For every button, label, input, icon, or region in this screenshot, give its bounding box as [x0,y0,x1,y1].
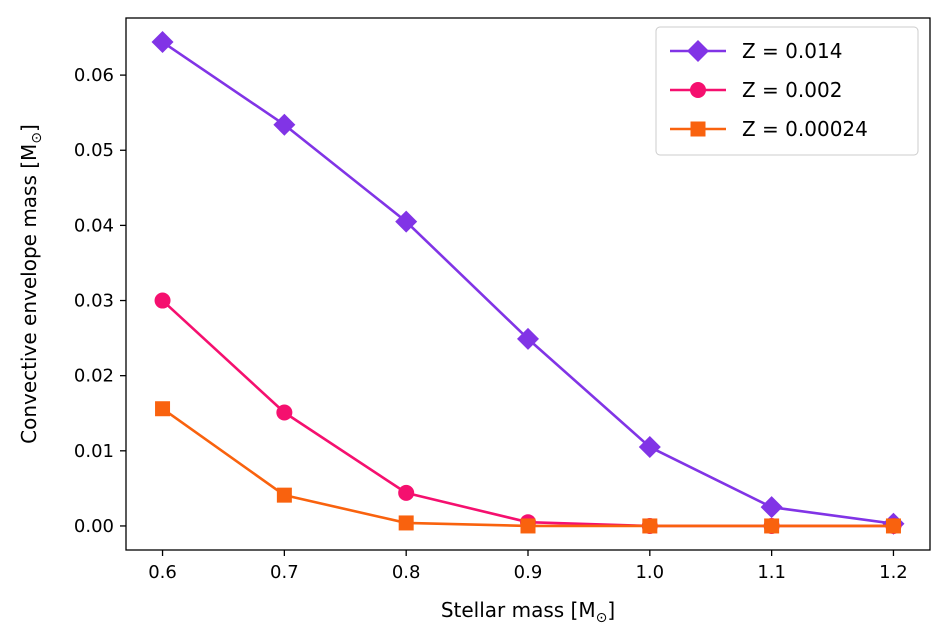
y-tick-label: 0.05 [74,140,114,161]
x-tick-label: 1.2 [879,562,908,583]
x-axis: 0.6 0.7 0.8 0.9 1.0 1.1 1.2 [148,550,908,583]
legend-marker [690,121,706,137]
data-point [760,496,783,519]
legend-label: Z = 0.002 [742,78,842,102]
data-point [398,484,415,501]
x-tick-label: 0.8 [392,562,421,583]
y-tick-label: 0.00 [74,516,114,537]
x-tick-label: 0.6 [148,562,177,583]
legend-frame [655,26,919,156]
data-point [276,487,292,503]
data-point [885,518,901,534]
x-tick-label: 1.0 [635,562,664,583]
data-point [276,404,293,421]
data-point [520,518,536,534]
data-point [155,401,171,417]
legend-entry: Z = 0.00024 [670,117,868,141]
data-point [638,436,661,459]
y-tick-label: 0.01 [74,441,114,462]
y-tick-label: 0.02 [74,366,114,387]
data-point [273,113,296,136]
y-axis: 0.00 0.01 0.02 0.03 0.04 0.05 0.06 [74,65,126,537]
x-axis-label: Stellar mass [M⊙] [441,598,615,626]
data-point [764,518,780,534]
y-tick-label: 0.04 [74,215,114,236]
legend-label: Z = 0.00024 [742,117,868,141]
legend: Z = 0.014 Z = 0.002 Z = 0.00024 [655,26,919,156]
data-point [395,210,418,233]
legend-marker [687,40,709,62]
legend-entry: Z = 0.002 [670,78,842,102]
data-point [517,327,539,350]
y-tick-label: 0.06 [74,65,114,86]
x-tick-label: 1.1 [757,562,786,583]
y-axis-label: Convective envelope mass [M⊙] [17,124,45,444]
legend-marker [690,82,706,98]
legend-label: Z = 0.014 [742,39,842,63]
legend-entry: Z = 0.014 [670,39,842,63]
series-square [155,401,901,534]
plot-marks [151,31,905,535]
x-tick-label: 0.9 [514,562,543,583]
data-point [642,518,658,534]
y-tick-label: 0.03 [74,291,114,312]
data-point [398,515,414,531]
data-point [154,292,171,309]
data-point [151,31,174,54]
x-tick-label: 0.7 [270,562,299,583]
